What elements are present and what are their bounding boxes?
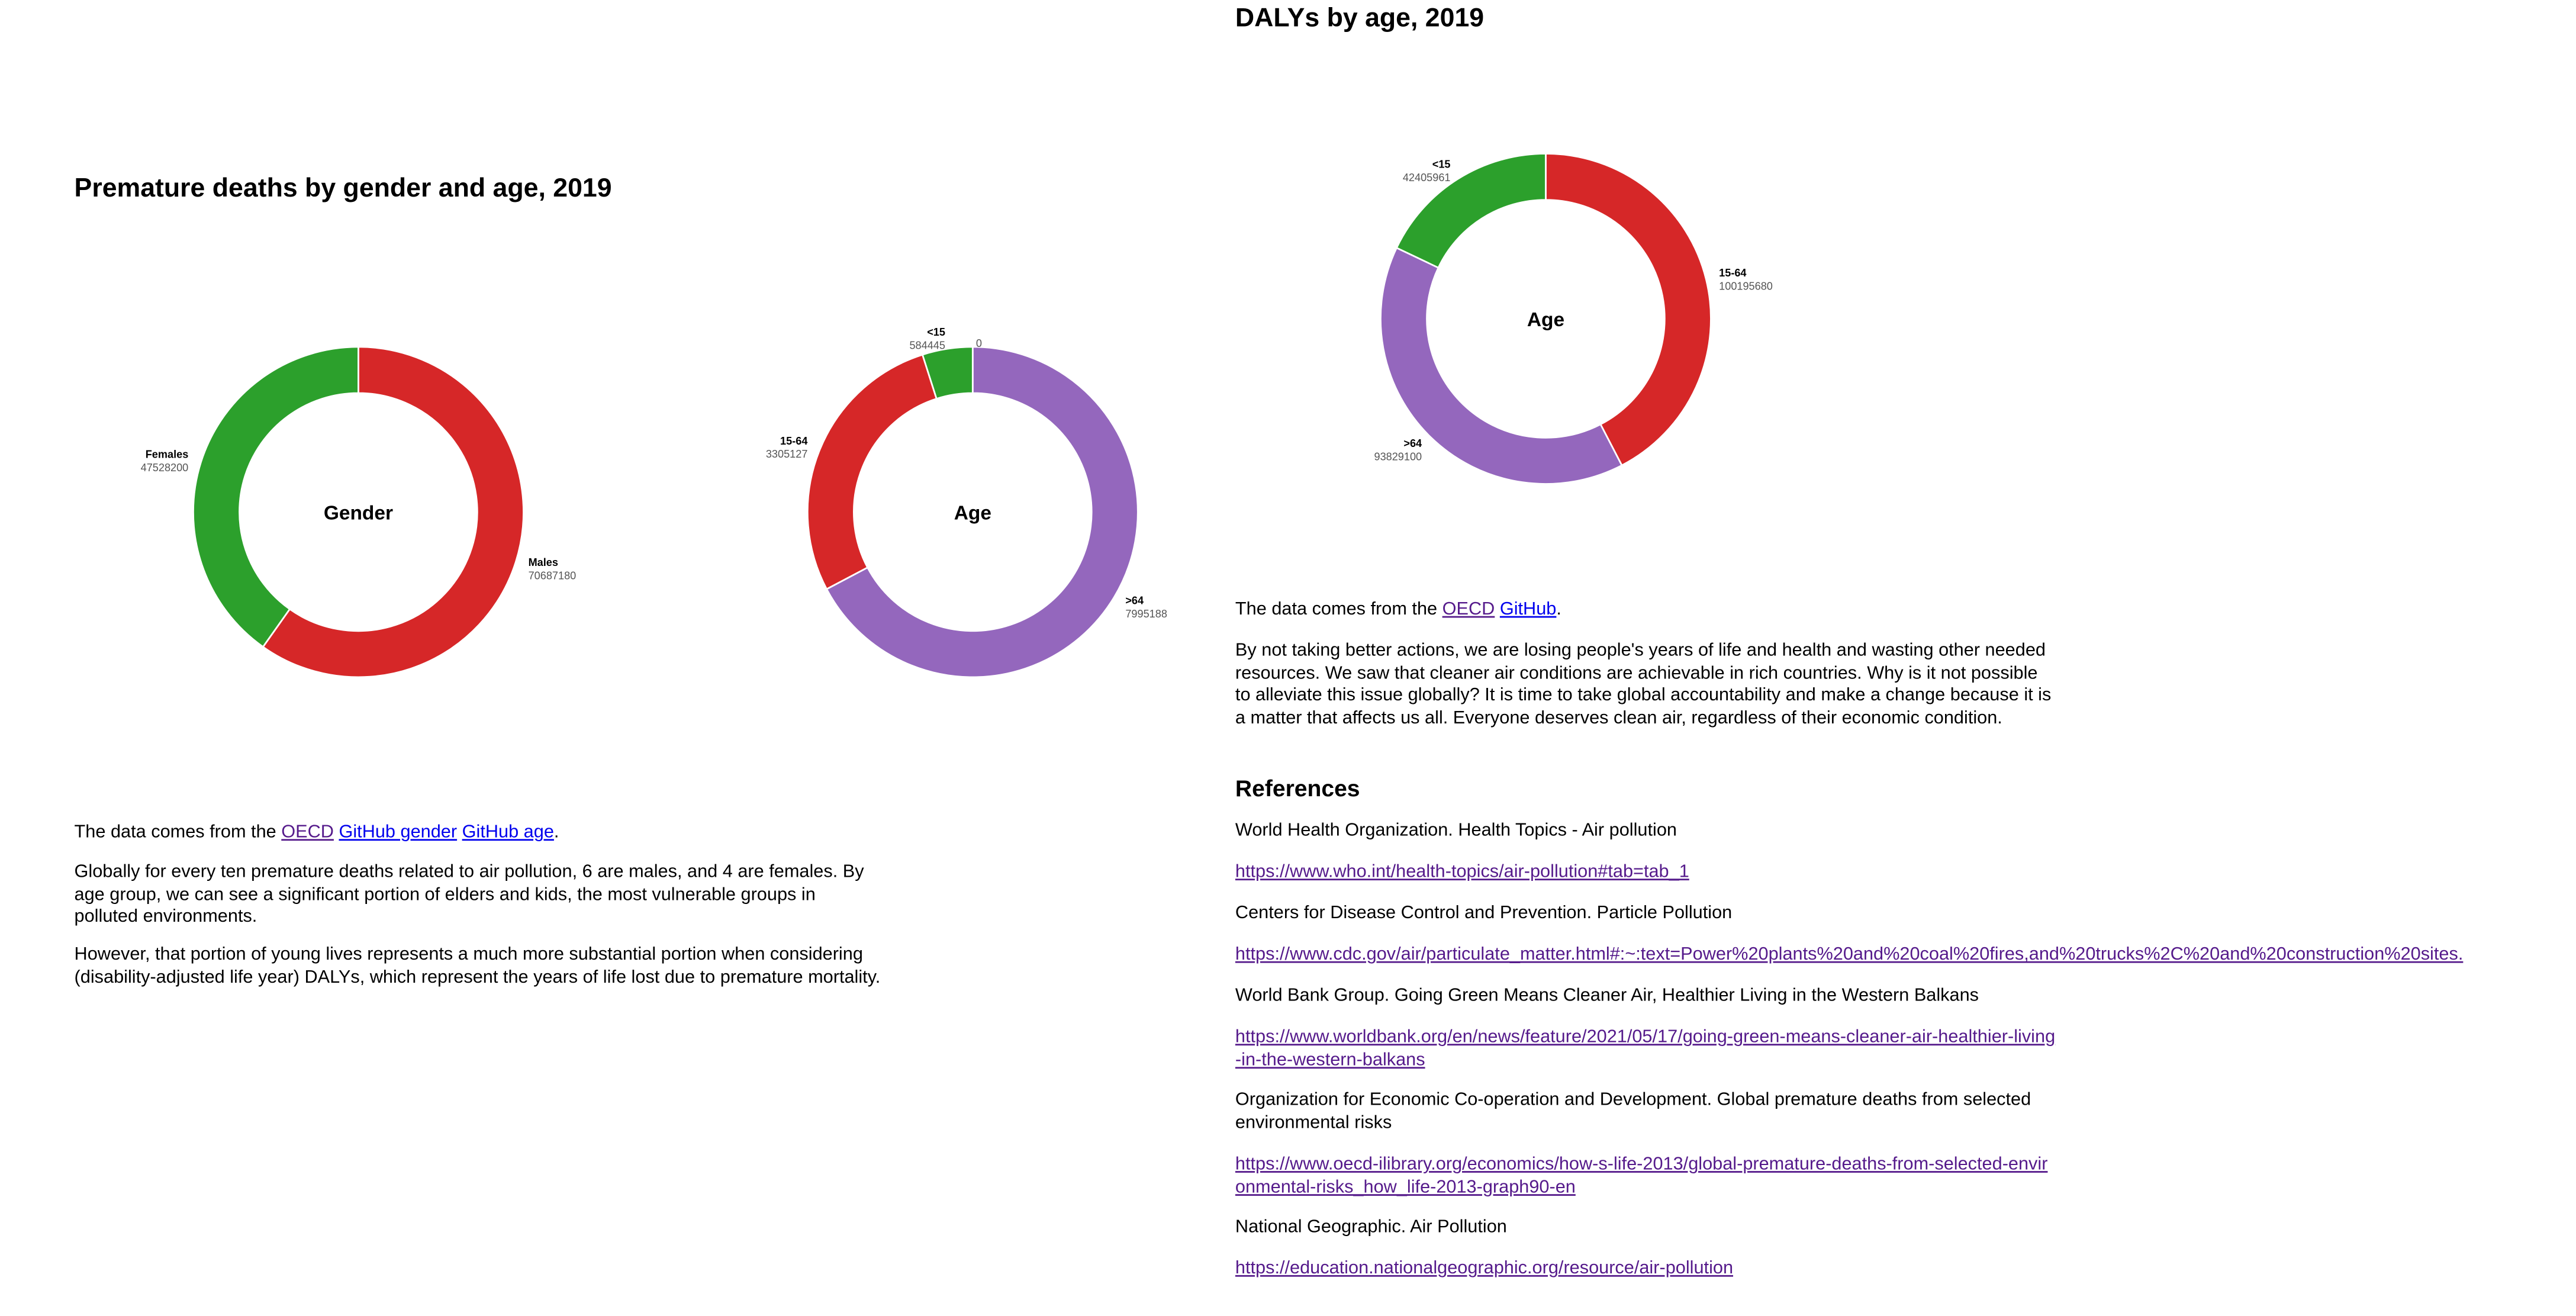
slice-value-label: 100195680 <box>1719 280 1773 292</box>
reference-title: World Health Organization. Health Topics… <box>1235 821 1677 841</box>
reference-link[interactable]: https://www.worldbank.org/en/news/featur… <box>1235 1027 2056 1070</box>
left-paragraph-1: Globally for every ten premature deaths … <box>74 862 864 927</box>
reference-link[interactable]: https://education.nationalgeographic.org… <box>1235 1258 1734 1279</box>
left-paragraph-2: However, that portion of young lives rep… <box>74 944 881 987</box>
slice-value-label: 42405961 <box>1403 172 1451 184</box>
slice-category-label: <15 <box>1432 159 1451 170</box>
donut-slice-females <box>192 346 359 648</box>
donut-center-label: Gender <box>324 502 393 524</box>
reference-title: National Geographic. Air Pollution <box>1235 1217 1507 1237</box>
right-source-prefix: The data comes from the <box>1235 599 1442 620</box>
donut-center-label: Age <box>1527 309 1564 331</box>
slice-category-label: 15-64 <box>780 435 807 447</box>
slice-category-label: Females <box>146 449 189 461</box>
github-link-right[interactable]: GitHub <box>1499 599 1557 620</box>
right-source-line: The data comes from the OECD GitHub. <box>1235 600 2061 622</box>
left-title: Premature deaths by gender and age, 2019 <box>74 175 612 204</box>
right-title: DALYs by age, 2019 <box>1235 5 1485 33</box>
right-paragraph: By not taking better actions, we are los… <box>1235 641 2052 728</box>
reference-link[interactable]: https://www.who.int/health-topics/air-po… <box>1235 862 1689 882</box>
slice-category-label: >64 <box>1125 594 1144 606</box>
donut-slice--15 <box>1395 153 1547 269</box>
donut-slice--15 <box>921 346 974 400</box>
slice-value-label: 0 <box>976 337 982 349</box>
left-source-prefix: The data comes from the <box>74 822 282 842</box>
donut-slice-15-64 <box>1545 153 1712 466</box>
donut-slice-15-64 <box>806 353 938 590</box>
left-source-line: The data comes from the OECD GitHub gend… <box>75 822 884 845</box>
reference-link[interactable]: https://www.cdc.gov/air/particulate_matt… <box>1235 944 2464 965</box>
oecd-link[interactable]: OECD <box>281 822 334 842</box>
right-source-suffix: . <box>1556 599 1561 620</box>
reference-title: Organization for Economic Co-operation a… <box>1235 1090 2031 1132</box>
slice-category-label: >64 <box>1403 437 1422 449</box>
reference-title: Centers for Disease Control and Preventi… <box>1235 903 1733 924</box>
github-gender-link[interactable]: GitHub gender <box>339 822 458 842</box>
slice-value-label: 3305127 <box>766 448 808 460</box>
left-source-suffix: . <box>553 822 559 842</box>
donut-center-label: Age <box>954 502 991 524</box>
oecd-link-right[interactable]: OECD <box>1442 599 1495 620</box>
donut-slice-males <box>262 346 524 678</box>
slice-category-label: 15-64 <box>1719 267 1746 279</box>
reference-title: World Bank Group. Going Green Means Clea… <box>1235 986 1979 1006</box>
slice-value-label: 70687180 <box>529 569 577 581</box>
slice-value-label: 7995188 <box>1125 608 1167 620</box>
donut-slice--64 <box>825 346 1139 678</box>
slice-value-label: 93829100 <box>1374 451 1422 463</box>
github-age-link[interactable]: GitHub age <box>462 822 554 842</box>
slice-value-label: 584445 <box>909 339 945 351</box>
reference-link[interactable]: https://www.oecd-ilibrary.org/economics/… <box>1235 1154 2048 1197</box>
slice-category-label: Males <box>529 556 558 568</box>
references-heading: References <box>1235 774 1360 802</box>
slice-category-label: <15 <box>927 326 945 338</box>
slice-value-label: 47528200 <box>141 462 189 474</box>
donut-slice--64 <box>1380 246 1623 485</box>
